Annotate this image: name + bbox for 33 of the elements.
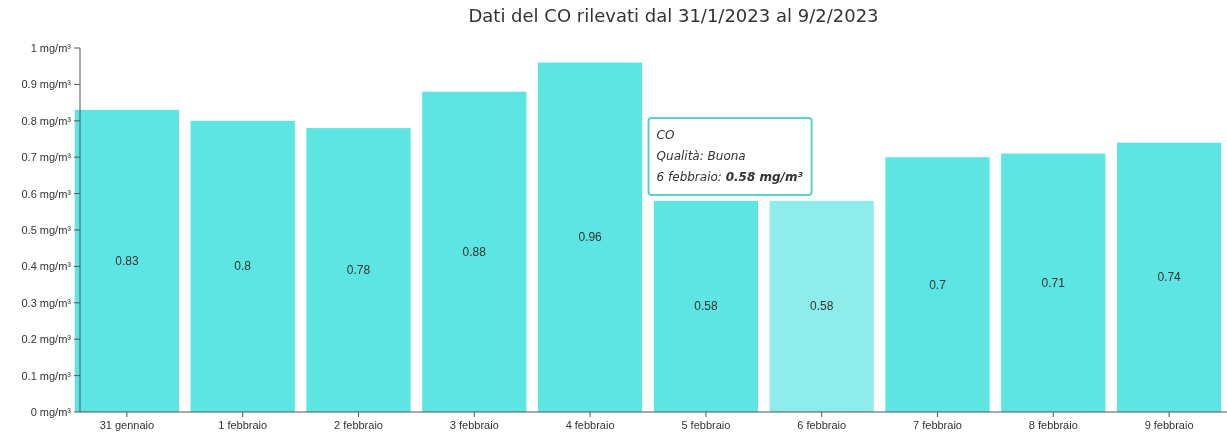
y-tick-label: 0.9 mg/m³ [21,78,72,91]
data-label: 0.58 [810,299,834,314]
x-tick-label: 31 gennaio [99,419,155,431]
y-tick-label: 0.4 mg/m³ [21,260,72,273]
data-label: 0.8 [234,259,252,274]
data-label: 0.96 [578,230,603,245]
y-tick-label: 0.5 mg/m³ [21,224,72,236]
data-label: 0.88 [462,244,487,259]
y-tick-label: 0.2 mg/m³ [21,333,72,346]
data-label: 0.7 [929,277,947,292]
annotation: CO Qualità: Buona 6 febbraio: 0.58 mg/m³ [656,127,804,184]
x-tick-label: 1 febbraio [218,419,268,431]
x-tick-label: 4 febbraio [565,419,615,431]
x-tick-label: 9 febbraio [1144,419,1194,431]
y-tick-label: 1 mg/m³ [30,42,72,54]
data-label: 0.83 [115,253,139,268]
x-tick-label: 2 febbraio [334,419,383,431]
y-tick-label: 0.3 mg/m³ [21,296,72,309]
x-tick-label: 7 febbraio [913,419,962,431]
x-tick-label: 5 febbraio [681,419,731,431]
x-tick-label: 8 febbraio [1028,419,1078,431]
y-tick-label: 0.1 mg/m³ [21,369,72,382]
chart-title: Dati del CO rilevati dal 31/1/2023 al 9/2/2023 [468,5,879,26]
data-label: 0.78 [346,263,371,278]
y-tick-label: 0.6 mg/m³ [21,187,72,200]
data-label: 0.71 [1041,275,1066,290]
x-tick-label: 3 febbraio [449,419,499,431]
data-label: 0.74 [1157,270,1182,285]
y-tick-label: 0.7 mg/m³ [21,151,72,164]
y-tick-label: 0 mg/m³ [30,406,72,418]
x-tick-label: 6 febbraio [797,419,847,431]
data-label: 0.58 [694,299,718,314]
y-tick-label: 0.8 mg/m³ [21,114,72,127]
